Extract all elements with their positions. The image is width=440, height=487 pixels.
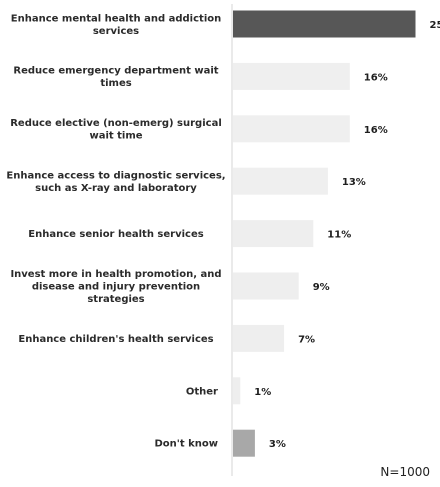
bar bbox=[233, 10, 416, 38]
category-label-line: Reduce emergency department wait bbox=[13, 66, 218, 77]
category-labels-group: Enhance mental health and addiction servi… bbox=[6, 13, 225, 449]
value-label: 11% bbox=[327, 230, 351, 241]
category-label-line: Other bbox=[186, 386, 218, 397]
value-label: 1% bbox=[254, 387, 271, 398]
value-label: 16% bbox=[364, 125, 388, 136]
bar bbox=[233, 115, 350, 143]
category-label: Invest more in health promotion, and dise… bbox=[10, 269, 221, 305]
category-label-line: Don't know bbox=[155, 439, 219, 450]
value-label: 9% bbox=[313, 282, 330, 293]
category-label-line: such as X-ray and laboratory bbox=[35, 183, 197, 194]
category-label: Reduce emergency department wait times bbox=[13, 66, 218, 90]
bar bbox=[233, 377, 241, 405]
category-label-line: Enhance mental health and addiction bbox=[11, 13, 221, 24]
category-label-line: Invest more in health promotion, and bbox=[10, 269, 221, 280]
category-label: Enhance access to diagnostic services, su… bbox=[6, 170, 225, 194]
value-label: 13% bbox=[342, 177, 366, 188]
value-labels-group: 25% 16% 16% 13% 11% 9% 7% 1% 3% bbox=[254, 20, 440, 450]
bar bbox=[233, 429, 255, 457]
category-label-line: strategies bbox=[87, 294, 144, 305]
category-label-line: Enhance senior health services bbox=[28, 229, 203, 240]
bar bbox=[233, 62, 350, 90]
sample-size-note: N=1000 bbox=[380, 465, 430, 479]
category-label-line: Enhance access to diagnostic services, bbox=[6, 170, 225, 181]
category-label-line: Enhance children's health services bbox=[18, 334, 213, 345]
bars-group bbox=[233, 10, 416, 457]
value-label: 16% bbox=[364, 72, 388, 83]
bar bbox=[233, 220, 314, 248]
category-label: Reduce elective (non-emerg) surgical wait… bbox=[10, 118, 222, 142]
value-label: 7% bbox=[298, 334, 315, 345]
category-label: Enhance mental health and addiction servi… bbox=[11, 13, 221, 37]
category-label-line: wait time bbox=[89, 131, 142, 142]
category-label: Enhance senior health services bbox=[28, 229, 203, 240]
value-label: 3% bbox=[269, 439, 286, 450]
bar bbox=[233, 324, 285, 352]
category-label: Enhance children's health services bbox=[18, 334, 213, 345]
category-label-line: disease and injury prevention bbox=[32, 282, 200, 293]
category-label-line: services bbox=[93, 26, 139, 37]
category-label-line: Reduce elective (non-emerg) surgical bbox=[10, 118, 222, 129]
bar bbox=[233, 272, 299, 300]
category-label: Other bbox=[186, 386, 218, 397]
value-label: 25% bbox=[430, 20, 440, 31]
category-label: Don't know bbox=[155, 439, 219, 450]
category-label-line: times bbox=[100, 78, 131, 89]
bar bbox=[233, 167, 328, 195]
